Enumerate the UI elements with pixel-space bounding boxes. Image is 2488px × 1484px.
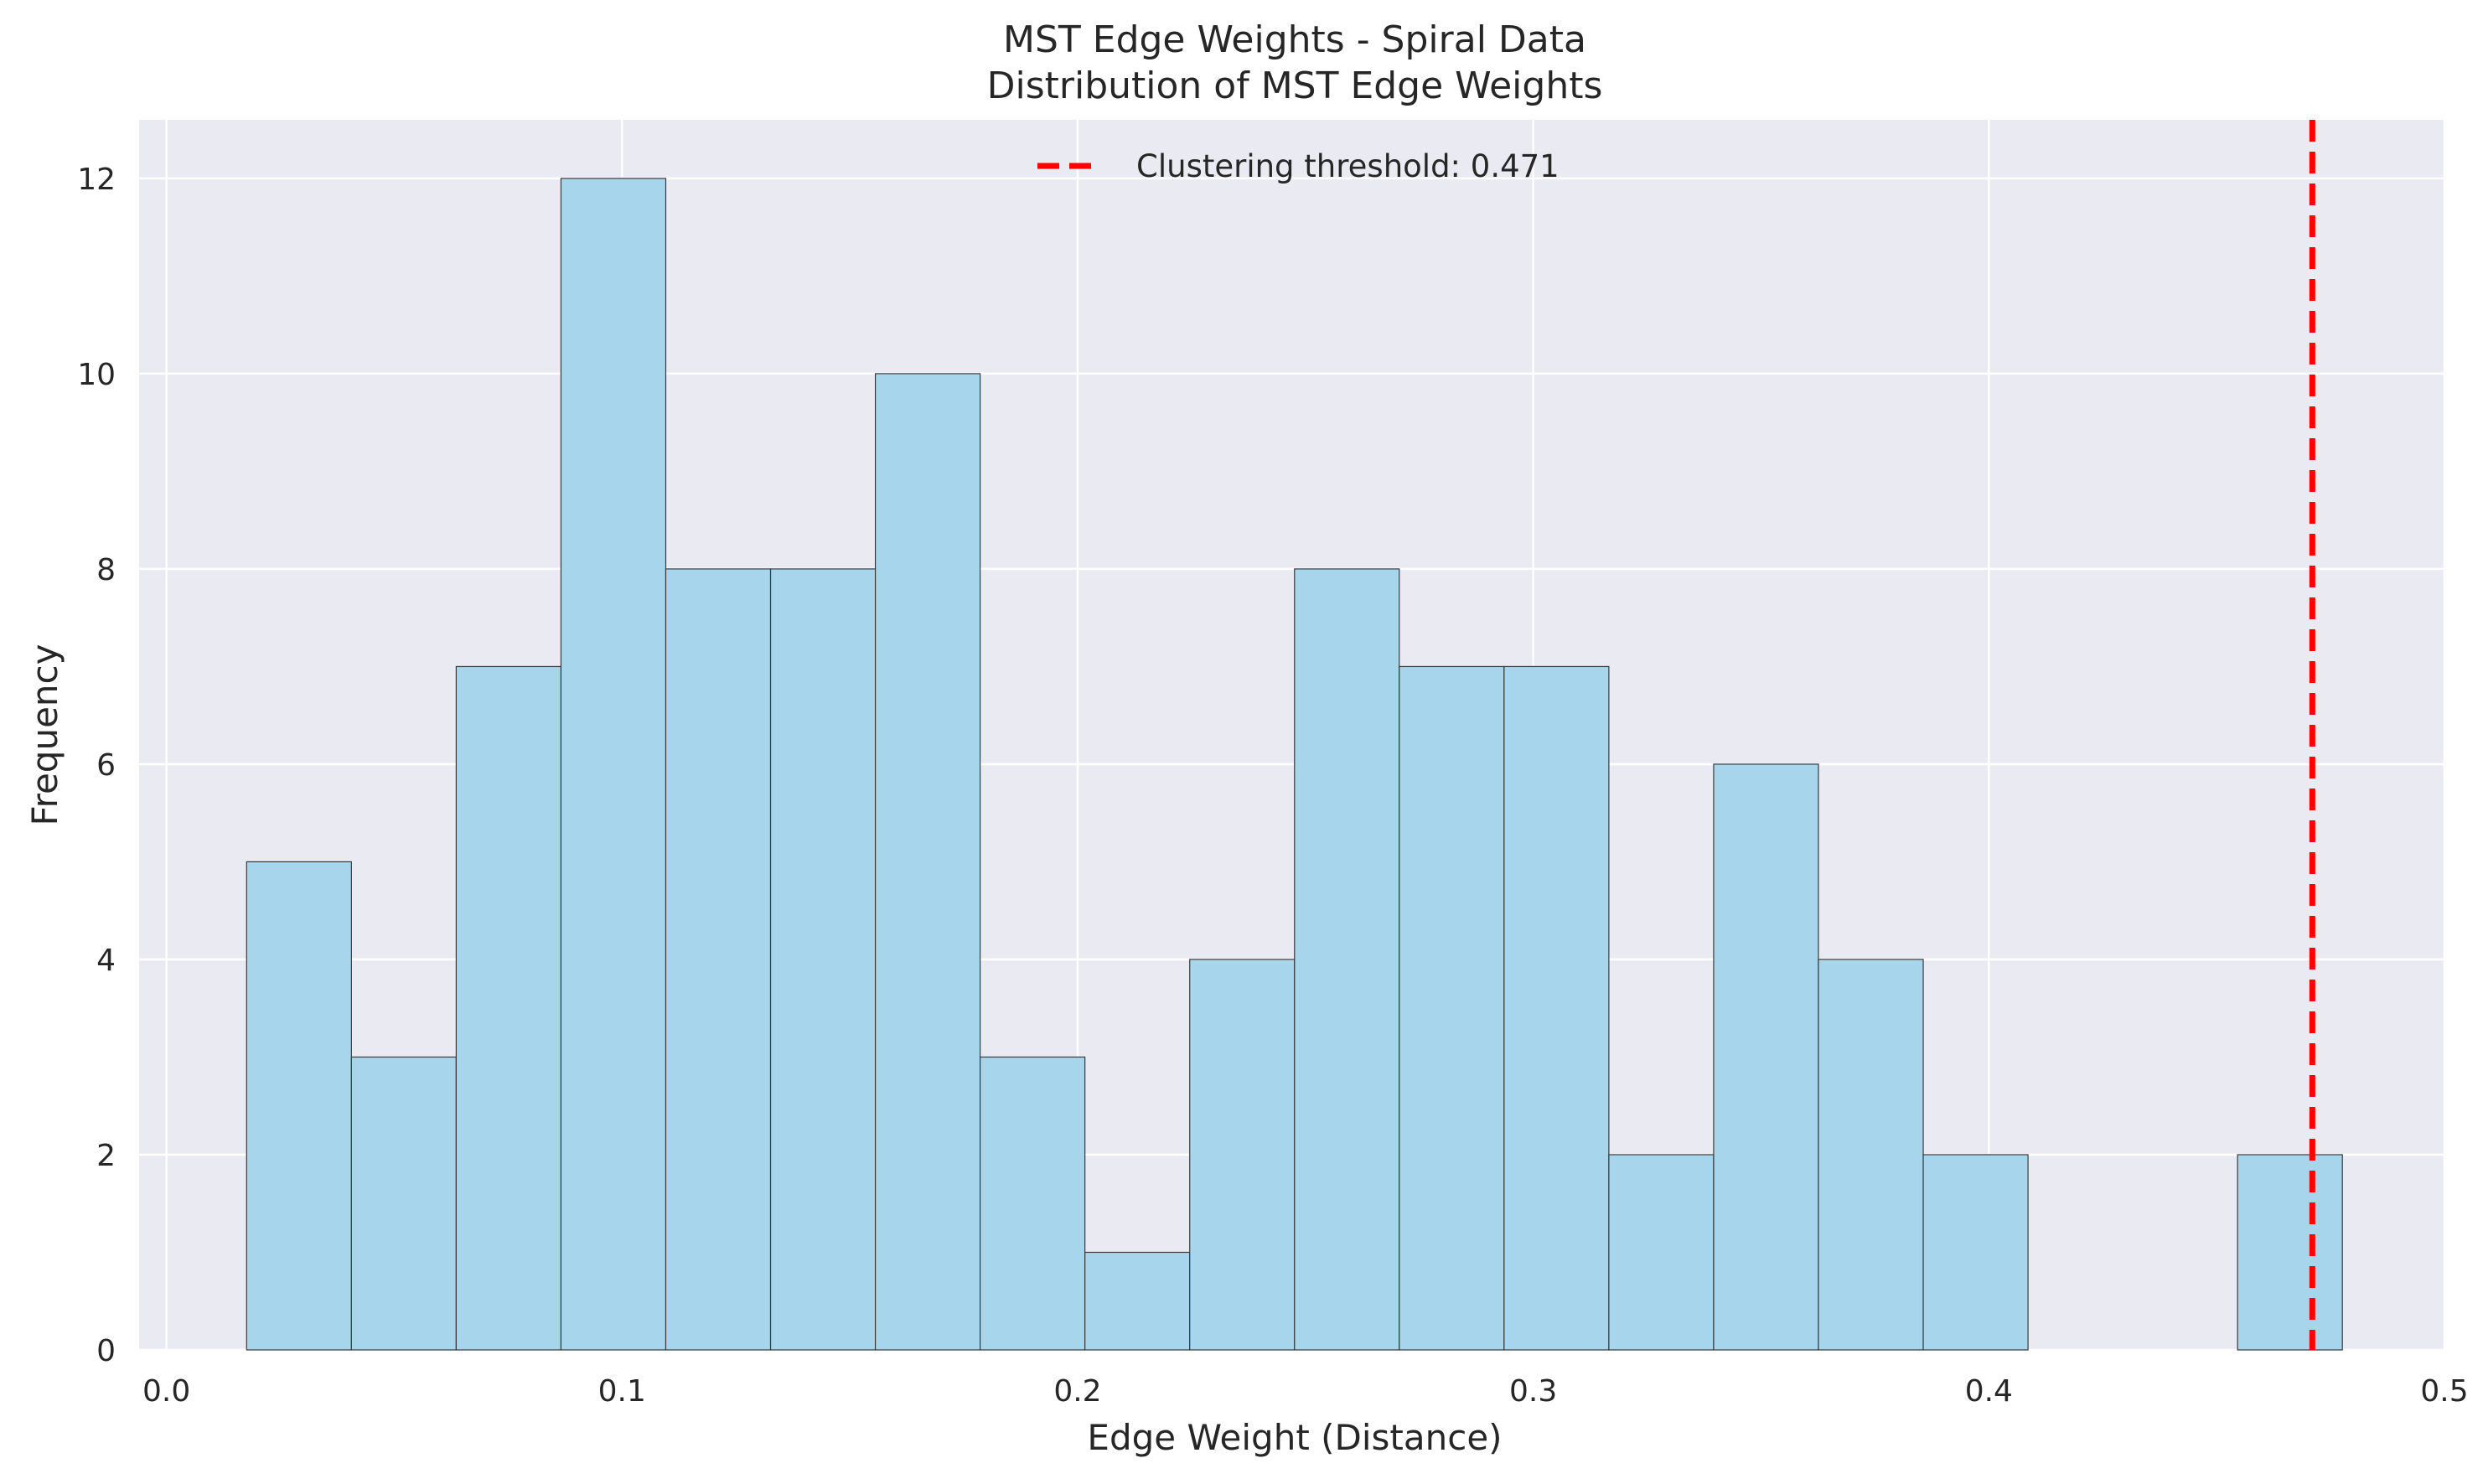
y-axis-ticks: 0 2 4 6 8 10 12 xyxy=(77,163,116,1368)
y-tick-label-3: 6 xyxy=(96,748,116,783)
x-axis-ticks: 0.0 0.1 0.2 0.3 0.4 0.5 xyxy=(142,1374,2469,1409)
y-tick-label-1: 2 xyxy=(96,1139,116,1173)
histogram-bar-13 xyxy=(1608,1154,1715,1351)
histogram-bar-7 xyxy=(980,1056,1086,1351)
histogram-bar-8 xyxy=(1084,1251,1191,1351)
y-axis-label: Frequency xyxy=(24,644,65,826)
x-tick-label-3: 0.3 xyxy=(1509,1374,1557,1409)
histogram-bar-15 xyxy=(1818,959,1924,1351)
histogram-bar-14 xyxy=(1713,763,1819,1351)
chart-subtitle: Distribution of MST Edge Weights xyxy=(987,65,1603,107)
x-tick-label-0: 0.0 xyxy=(142,1374,190,1409)
y-tick-label-0: 0 xyxy=(96,1334,116,1368)
histogram-bar-5 xyxy=(769,568,877,1351)
legend: Clustering threshold: 0.471 xyxy=(1037,148,1560,184)
histogram-bar-12 xyxy=(1503,665,1610,1351)
histogram-bar-1 xyxy=(350,1056,457,1351)
y-tick-label-2: 4 xyxy=(96,944,116,978)
y-tick-label-5: 10 xyxy=(77,358,116,392)
histogram-bars xyxy=(246,178,2343,1351)
y-tick-label-6: 12 xyxy=(77,163,116,197)
histogram-bar-3 xyxy=(560,178,667,1351)
y-tick-label-4: 8 xyxy=(96,553,116,587)
histogram-bar-2 xyxy=(455,665,562,1351)
histogram-bar-6 xyxy=(874,373,981,1351)
histogram-bar-0 xyxy=(246,861,352,1351)
x-tick-label-5: 0.5 xyxy=(2420,1374,2468,1409)
histogram-bar-10 xyxy=(1294,568,1400,1351)
histogram-bar-16 xyxy=(1922,1154,2029,1351)
chart-title: MST Edge Weights - Spiral Data xyxy=(1003,18,1586,61)
histogram-bar-11 xyxy=(1399,665,1505,1351)
histogram-bar-4 xyxy=(665,568,772,1351)
x-tick-label-4: 0.4 xyxy=(1965,1374,2013,1409)
legend-threshold-label: Clustering threshold: 0.471 xyxy=(1136,148,1560,184)
x-tick-label-2: 0.2 xyxy=(1053,1374,1101,1409)
x-axis-label: Edge Weight (Distance) xyxy=(1087,1417,1502,1458)
x-tick-label-1: 0.1 xyxy=(598,1374,646,1409)
histogram-bar-19 xyxy=(2237,1154,2343,1351)
histogram-bar-9 xyxy=(1189,959,1296,1351)
